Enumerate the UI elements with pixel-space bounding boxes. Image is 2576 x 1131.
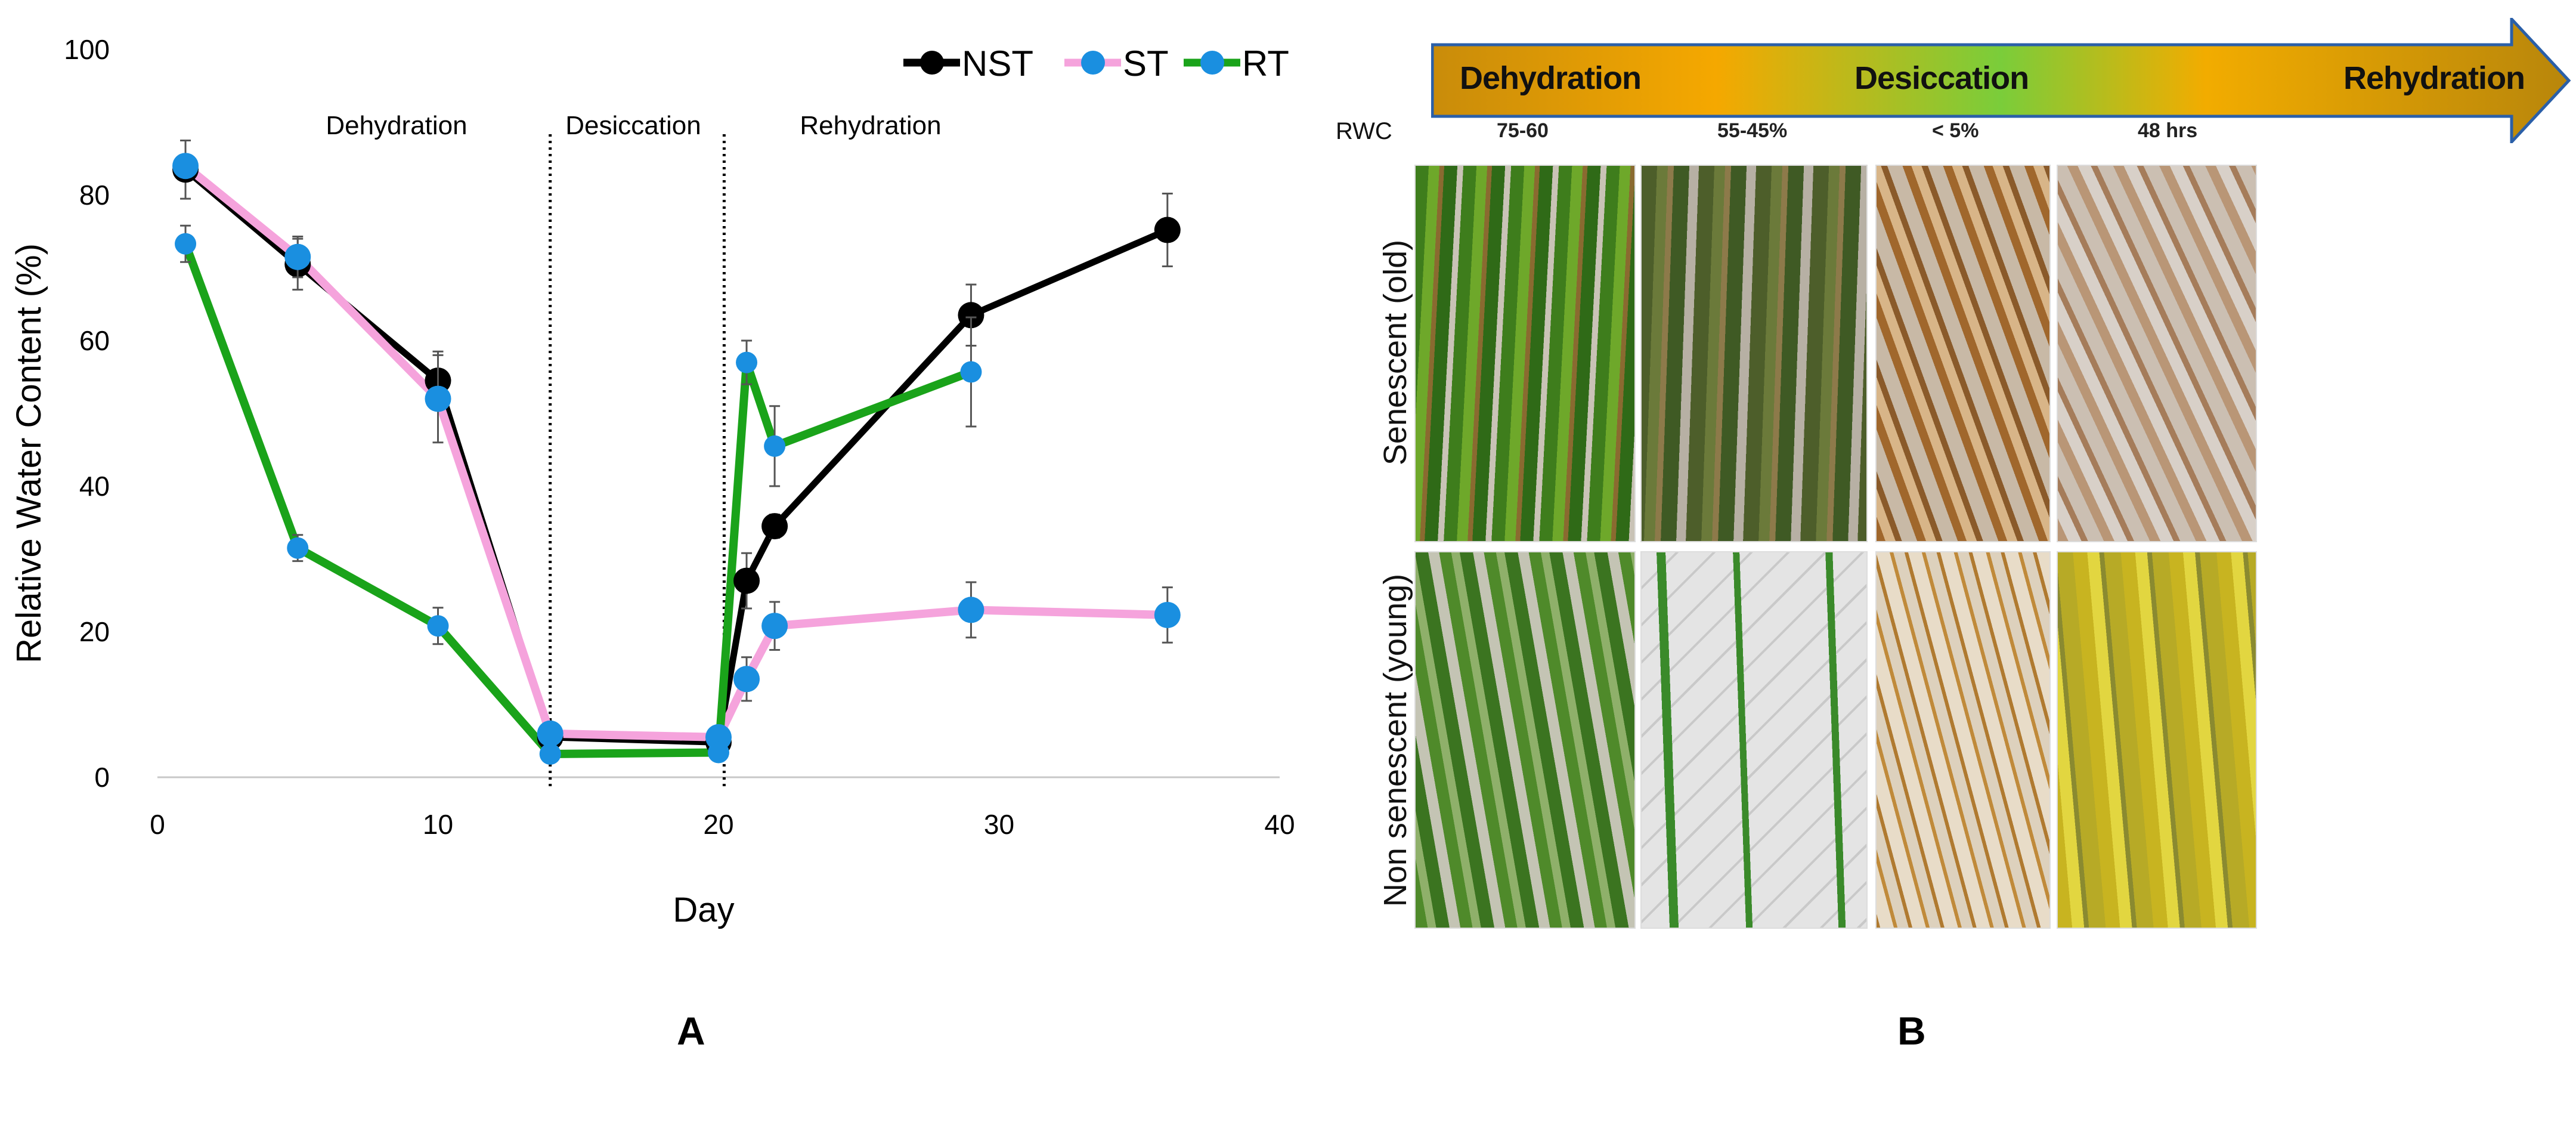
stage-desiccation: Desiccation (1854, 60, 2029, 96)
rwc-value: 75-60 (1497, 119, 1549, 142)
st-data-point (1154, 601, 1181, 628)
st-data-point (761, 613, 788, 639)
phase-label: Rehydration (800, 111, 941, 140)
nst-data-point (761, 513, 788, 540)
x-tick-label: 0 (150, 809, 165, 840)
y-tick-label: 60 (79, 325, 110, 356)
st-data-point (733, 666, 760, 693)
rt-data-point (287, 537, 309, 559)
rwc-value: < 5% (1932, 119, 1979, 142)
rwc-label: RWC (1336, 118, 1392, 144)
rt-legend-label: RT (1242, 44, 1289, 84)
st-data-point (284, 243, 311, 270)
st-data-point (537, 720, 564, 747)
nst-series-line (183, 167, 1169, 746)
rt-data-point (764, 435, 786, 457)
st-legend-label: ST (1123, 44, 1169, 84)
stage-arrow: Dehydration Desiccation Rehydration (1431, 15, 2571, 146)
rwc-value: 55-45% (1717, 119, 1788, 142)
x-tick-label: 10 (423, 809, 453, 840)
rt-legend-marker (1200, 51, 1224, 75)
stage-dehydration: Dehydration (1460, 60, 1642, 96)
rt-data-point (175, 233, 197, 255)
photo-senescent-rehydrated (2057, 165, 2257, 542)
nst-legend-label: NST (962, 44, 1033, 84)
stage-rehydration: Rehydration (2343, 60, 2525, 96)
photo-young-rehydrated (2057, 551, 2257, 929)
st-legend-marker (1081, 51, 1105, 75)
rt-data-point (708, 741, 729, 764)
photo-senescent-dehydration (1414, 165, 1636, 542)
y-tick-label: 80 (79, 180, 110, 211)
rt-data-point (736, 351, 758, 373)
nst-data-point (1154, 217, 1181, 243)
nst-data-point (733, 567, 760, 594)
phase-label: Desiccation (565, 111, 701, 140)
rt-series-line (181, 242, 973, 758)
x-tick-label: 20 (703, 809, 733, 840)
row-label-senescent: Senescent (old) (1377, 239, 1413, 466)
rt-data-point (960, 361, 982, 383)
photo-young-dehydration (1414, 551, 1636, 929)
photo-young-dry (1875, 551, 2051, 929)
photo-senescent-dry (1875, 165, 2051, 542)
st-series-line (182, 162, 1168, 741)
legend: NST ST RT (903, 44, 1289, 84)
nst-data-point (958, 302, 984, 329)
rwc-line-chart: 0 10 20 30 40 0 20 40 60 80 100 Dehydration Desiccat… (10, 34, 1295, 929)
nst-legend-marker (920, 51, 944, 75)
y-tick-label: 20 (79, 616, 110, 647)
st-data-point (425, 385, 451, 412)
x-axis-title: Day (673, 891, 734, 929)
st-data-point (172, 153, 199, 180)
panel-a-label: A (677, 1009, 705, 1053)
phase-label: Dehydration (326, 111, 467, 140)
x-tick-label: 40 (1264, 809, 1295, 840)
y-tick-label: 100 (64, 34, 110, 65)
y-axis-title: Relative Water Content (%) (10, 243, 48, 663)
photo-senescent-desiccation (1640, 165, 1868, 542)
panel-b-label: B (1897, 1009, 1926, 1053)
photo-young-desiccation (1640, 551, 1868, 929)
st-data-point (705, 724, 732, 750)
y-tick-label: 0 (94, 762, 110, 793)
rt-data-point (427, 615, 449, 637)
st-data-point (958, 597, 984, 623)
rt-data-point (539, 743, 561, 765)
rwc-value: 48 hrs (2138, 119, 2198, 142)
row-label-non-senescent: Non senescent (young) (1377, 573, 1413, 907)
y-tick-label: 40 (79, 471, 110, 502)
x-tick-label: 30 (984, 809, 1014, 840)
